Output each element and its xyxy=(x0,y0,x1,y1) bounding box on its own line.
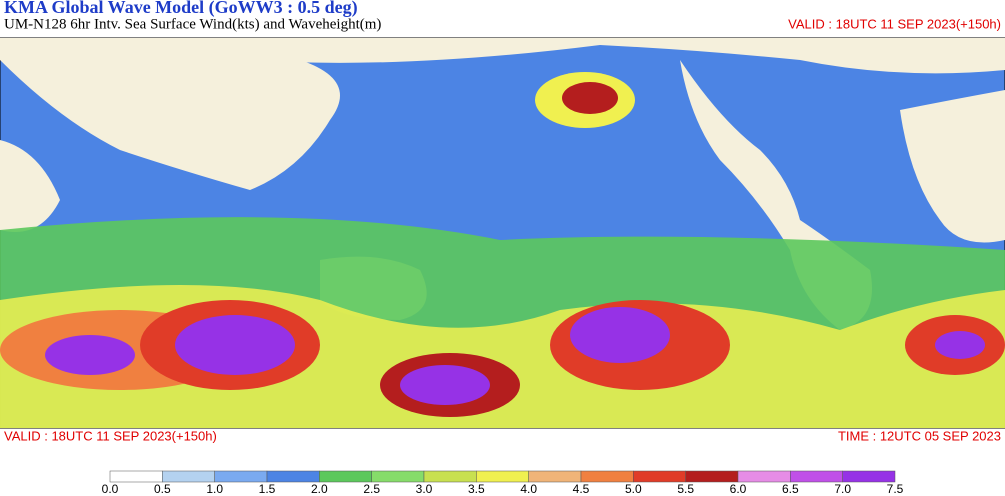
legend-label: 7.5 xyxy=(887,482,904,496)
valid-top: VALID : 18UTC 11 SEP 2023(+150h) xyxy=(788,16,1001,31)
legend-label: 5.5 xyxy=(677,482,694,496)
legend-label: 4.0 xyxy=(520,482,537,496)
legend-swatch xyxy=(685,470,739,483)
land-asia xyxy=(0,60,340,190)
legend-swatch xyxy=(842,470,896,483)
legend-swatch xyxy=(371,470,425,483)
land-africa xyxy=(900,90,1005,243)
legend-label: 4.5 xyxy=(573,482,590,496)
legend-swatch xyxy=(319,470,372,483)
legend-label: 1.5 xyxy=(259,482,276,496)
legend-swatch xyxy=(476,470,529,483)
legend-swatch xyxy=(162,470,215,483)
legend-swatch xyxy=(528,470,582,483)
legend-label: 0.5 xyxy=(154,482,171,496)
legend-swatch xyxy=(633,470,686,483)
legend-label: 0.0 xyxy=(102,482,119,496)
zone-purple xyxy=(570,307,670,363)
legend-label: 6.5 xyxy=(782,482,799,496)
legend-label: 5.0 xyxy=(625,482,642,496)
land-north xyxy=(0,38,1005,74)
map xyxy=(0,37,1005,429)
legend-swatch xyxy=(423,470,477,483)
zone-purple xyxy=(935,331,985,359)
legend-swatch xyxy=(580,470,634,483)
zone-purple xyxy=(175,315,295,375)
zone-purple xyxy=(45,335,135,375)
zone-purple xyxy=(400,365,490,405)
zone-red xyxy=(562,82,618,114)
valid-bottom: VALID : 18UTC 11 SEP 2023(+150h) xyxy=(4,428,217,443)
time: TIME : 12UTC 05 SEP 2023 xyxy=(838,428,1001,443)
legend-label: 3.5 xyxy=(468,482,485,496)
legend-label: 6.0 xyxy=(730,482,747,496)
legend-label: 2.5 xyxy=(363,482,380,496)
legend-swatch xyxy=(214,470,268,483)
legend-label: 1.0 xyxy=(206,482,223,496)
title: KMA Global Wave Model (GoWW3 : 0.5 deg) xyxy=(4,0,358,18)
legend-swatch xyxy=(266,470,320,483)
subtitle: UM-N128 6hr Intv. Sea Surface Wind(kts) … xyxy=(4,16,381,32)
legend-swatch xyxy=(109,470,163,483)
land-west xyxy=(0,140,60,232)
legend-label: 3.0 xyxy=(416,482,433,496)
legend-swatch xyxy=(737,470,791,483)
legend-swatch xyxy=(790,470,843,483)
legend-label: 2.0 xyxy=(311,482,328,496)
legend-label: 7.0 xyxy=(834,482,851,496)
